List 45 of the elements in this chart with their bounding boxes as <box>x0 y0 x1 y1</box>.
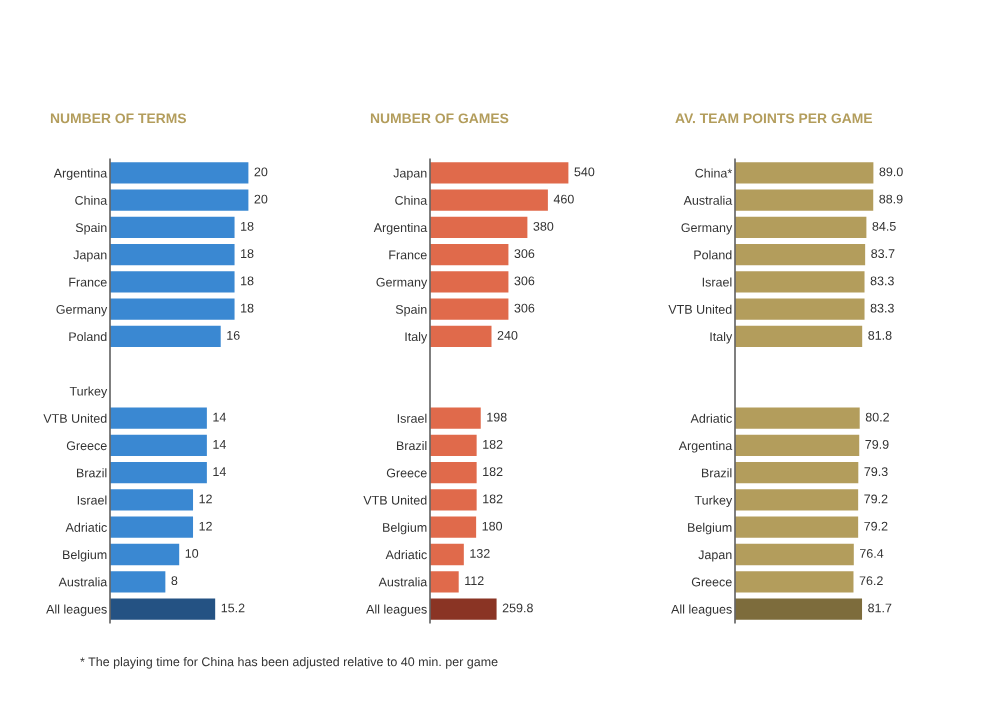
bar <box>430 298 509 320</box>
bar <box>110 189 249 211</box>
bar <box>430 271 509 293</box>
bar <box>735 571 854 593</box>
bar <box>735 516 859 538</box>
bar <box>735 271 865 293</box>
bar <box>110 571 166 593</box>
bar <box>430 162 569 184</box>
bar <box>735 598 863 620</box>
bar <box>430 325 492 348</box>
bar <box>430 571 459 593</box>
bar <box>110 489 194 511</box>
bar <box>735 244 866 266</box>
bar <box>110 271 235 293</box>
bar <box>430 434 477 457</box>
bar <box>110 216 235 239</box>
bar <box>110 244 235 266</box>
bar <box>735 407 860 429</box>
bar <box>430 189 548 211</box>
bar <box>430 216 528 239</box>
bar <box>735 189 874 211</box>
bar <box>110 462 207 484</box>
bar <box>735 489 859 511</box>
bar <box>735 298 865 320</box>
bar <box>110 434 207 457</box>
bar <box>110 298 235 320</box>
bar <box>430 598 497 620</box>
bar <box>110 598 216 620</box>
bar <box>110 543 180 566</box>
bar <box>735 462 859 484</box>
bar <box>430 462 477 484</box>
bar <box>430 407 481 429</box>
bar <box>735 325 863 348</box>
bar <box>735 434 860 457</box>
bar <box>735 216 867 239</box>
bar <box>110 407 207 429</box>
bar <box>110 325 221 348</box>
bar <box>430 489 477 511</box>
bar <box>430 244 509 266</box>
bar <box>430 543 464 566</box>
bar <box>735 162 874 184</box>
bar <box>430 516 477 538</box>
bar <box>110 516 194 538</box>
bar <box>110 162 249 184</box>
bar <box>735 543 854 566</box>
